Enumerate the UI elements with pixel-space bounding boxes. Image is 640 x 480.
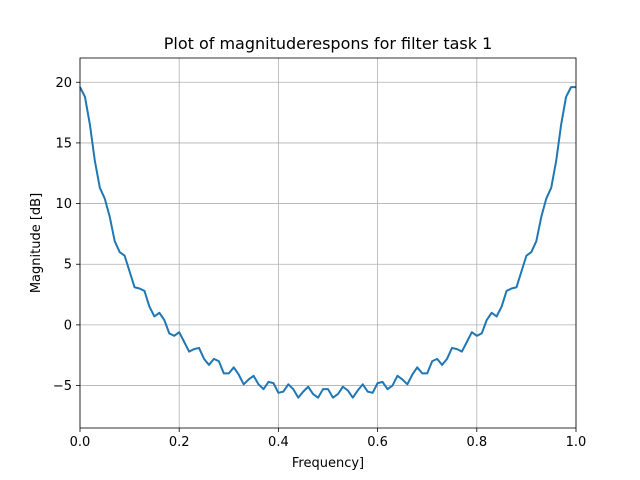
y-tick-label: 15 bbox=[55, 136, 72, 151]
x-tick-label: 0.0 bbox=[70, 435, 91, 450]
plot-frame bbox=[79, 57, 577, 429]
x-tick-label: 0.2 bbox=[169, 435, 190, 450]
series-line bbox=[79, 86, 576, 399]
x-tick-label: 0.8 bbox=[466, 435, 487, 450]
series-layer bbox=[79, 86, 576, 399]
y-tick-label: 0 bbox=[64, 318, 72, 333]
x-axis: 0.0 0.2 0.4 0.6 0.8 1.0 bbox=[70, 428, 587, 450]
x-tick-label: 0.4 bbox=[268, 435, 289, 450]
x-tick-label: 1.0 bbox=[566, 435, 587, 450]
y-tick-label: 10 bbox=[55, 197, 72, 212]
y-tick-label: −5 bbox=[53, 379, 72, 394]
y-axis: −5 0 5 10 15 20 bbox=[53, 76, 80, 394]
y-tick-label: 20 bbox=[55, 76, 72, 91]
chart-title: Plot of magnituderespons for filter task… bbox=[164, 34, 493, 53]
x-tick-label: 0.6 bbox=[367, 435, 388, 450]
x-axis-label: Frequency] bbox=[292, 456, 364, 471]
y-tick-label: 5 bbox=[64, 258, 72, 273]
y-axis-label: Magnitude [dB] bbox=[29, 193, 44, 293]
